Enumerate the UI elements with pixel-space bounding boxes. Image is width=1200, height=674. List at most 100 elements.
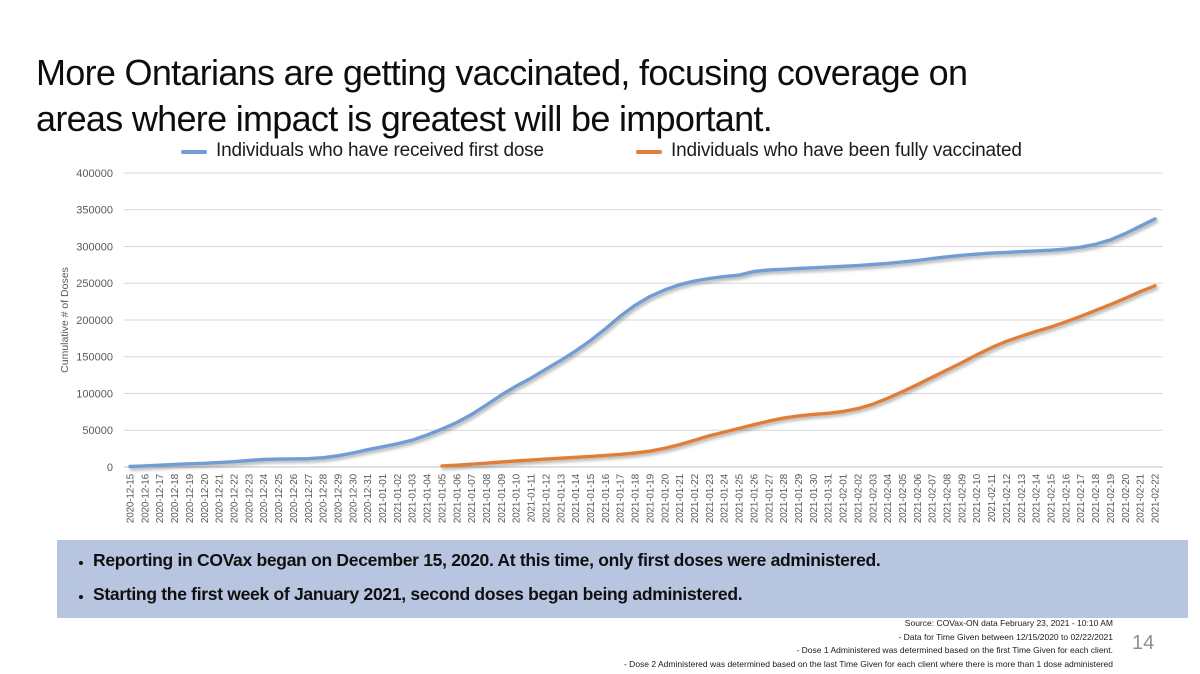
x-tick-label: 2021-02-01 <box>839 473 850 523</box>
x-tick-label: 2021-01-05 <box>437 473 448 523</box>
vaccination-line-chart: 0 50000 100000 150000 200000 250000 300000 3500… <box>59 168 1163 523</box>
x-tick-label: 2021-01-29 <box>794 473 805 523</box>
x-tick-label: 2021-02-15 <box>1047 473 1058 523</box>
legend-item-first-dose: Individuals who have received first dose <box>181 138 544 164</box>
x-tick-label: 2020-12-25 <box>274 473 285 523</box>
y-tick-label: 350000 <box>76 205 113 217</box>
x-tick-label: 2021-02-09 <box>957 473 968 523</box>
legend-label-fully-vaccinated: Individuals who have been fully vaccinat… <box>671 140 1022 161</box>
x-tick-label: 2021-01-17 <box>616 473 627 523</box>
gridlines <box>124 172 1163 468</box>
x-tick-label: 2021-02-13 <box>1017 473 1028 523</box>
source-block: Source: COVax-ON data February 23, 2021 … <box>624 617 1113 671</box>
chart-legend: Individuals who have received first dose… <box>0 138 1200 164</box>
x-tick-label: 2020-12-21 <box>215 473 226 523</box>
x-tick-label: 2020-12-26 <box>289 473 300 523</box>
x-tick-label: 2021-01-04 <box>423 473 434 523</box>
x-tick-label: 2020-12-31 <box>363 473 374 523</box>
x-tick-label: 2021-01-07 <box>467 473 478 523</box>
legend-label-first-dose: Individuals who have received first dose <box>216 140 544 161</box>
x-tick-label: 2021-01-24 <box>720 473 731 523</box>
source-line-1: Source: COVax-ON data February 23, 2021 … <box>904 618 1113 628</box>
x-tick-label: 2021-01-22 <box>690 473 701 523</box>
y-tick-label: 400000 <box>76 168 113 180</box>
x-tick-label: 2020-12-30 <box>348 473 359 523</box>
x-tick-label: 2021-02-18 <box>1091 473 1102 523</box>
x-tick-label: 2021-01-09 <box>497 473 508 523</box>
x-tick-label: 2021-01-12 <box>541 473 552 523</box>
x-tick-label: 2020-12-29 <box>333 473 344 523</box>
x-tick-label: 2021-01-23 <box>705 473 716 523</box>
x-tick-label: 2021-02-17 <box>1076 473 1087 523</box>
x-tick-label: 2021-01-14 <box>571 473 582 523</box>
x-tick-label: 2021-02-16 <box>1061 473 1072 523</box>
x-tick-label: 2021-02-03 <box>868 473 879 523</box>
x-tick-label: 2020-12-15 <box>126 473 137 523</box>
x-tick-label: 2021-02-12 <box>1002 473 1013 523</box>
y-tick-label: 100000 <box>76 388 113 400</box>
x-tick-label: 2021-01-21 <box>675 473 686 523</box>
x-tick-label: 2021-01-01 <box>378 473 389 523</box>
note-bullet-1: Reporting in COVax began on December 15,… <box>93 550 1188 572</box>
source-line-2: - Data for Time Given between 12/15/2020… <box>898 631 1113 642</box>
y-tick-label: 200000 <box>76 315 113 327</box>
x-tick-label: 2020-12-18 <box>170 473 181 523</box>
x-tick-label: 2021-02-07 <box>928 473 939 523</box>
slide-title: More Ontarians are getting vaccinated, f… <box>36 50 1166 142</box>
x-tick-label: 2021-02-05 <box>898 473 909 523</box>
series-line-fully-vaccinated <box>440 284 1157 468</box>
x-tick-label: 2021-02-04 <box>883 473 894 523</box>
x-tick-label: 2020-12-19 <box>185 473 196 523</box>
slide-title-line2: areas where impact is greatest will be i… <box>36 98 773 140</box>
x-tick-label: 2021-02-08 <box>943 473 954 523</box>
notes-box: Reporting in COVax began on December 15,… <box>57 540 1188 618</box>
x-tick-label: 2021-01-27 <box>764 473 775 523</box>
x-tick-label: 2020-12-24 <box>259 473 270 523</box>
x-tick-label: 2021-02-02 <box>853 473 864 523</box>
x-tick-label: 2021-01-25 <box>735 473 746 523</box>
x-tick-label: 2021-01-30 <box>809 473 820 523</box>
source-line-3: - Dose 1 Administered was determined bas… <box>796 645 1113 656</box>
x-tick-label: 2020-12-27 <box>304 473 315 523</box>
x-tick-label: 2021-01-20 <box>660 473 671 523</box>
x-tick-label: 2021-01-06 <box>452 473 463 523</box>
y-axis-title: Cumulative # of Doses <box>59 267 71 373</box>
x-axis-labels: 2020-12-15 2020-12-16 2020-12-17 2020-12-18… <box>126 473 1162 523</box>
x-tick-label: 2021-01-31 <box>824 473 835 523</box>
x-tick-label: 2020-12-16 <box>140 473 151 523</box>
y-tick-label: 50000 <box>82 425 113 437</box>
x-tick-label: 2021-02-10 <box>972 473 983 523</box>
x-tick-label: 2021-01-10 <box>512 473 523 523</box>
x-tick-label: 2021-01-11 <box>527 473 538 522</box>
x-tick-label: 2021-01-28 <box>779 473 790 523</box>
x-tick-label: 2021-01-19 <box>645 473 656 523</box>
x-tick-label: 2021-01-13 <box>556 473 567 523</box>
x-tick-label: 2021-02-22 <box>1151 473 1162 523</box>
slide-title-line1: More Ontarians are getting vaccinated, f… <box>36 52 968 94</box>
x-tick-label: 2020-12-28 <box>319 473 330 523</box>
y-axis-ticks: 0 50000 100000 150000 200000 250000 300000 3500… <box>76 168 113 474</box>
x-tick-label: 2020-12-23 <box>244 473 255 523</box>
notes-list: Reporting in COVax began on December 15,… <box>57 550 1188 606</box>
note-bullet-2: Starting the first week of January 2021,… <box>93 584 1188 606</box>
page-number: 14 <box>1132 632 1155 654</box>
x-tick-label: 2021-02-20 <box>1121 473 1132 523</box>
legend-line-marker-blue-icon <box>181 149 207 154</box>
legend-item-fully-vaccinated: Individuals who have been fully vaccinat… <box>636 138 1022 164</box>
x-tick-label: 2021-01-08 <box>482 473 493 523</box>
source-line-4: - Dose 2 Administered was determined bas… <box>623 658 1113 669</box>
x-tick-label: 2020-12-17 <box>155 473 166 523</box>
x-tick-label: 2021-01-16 <box>601 473 612 523</box>
x-tick-label: 2021-02-14 <box>1032 473 1043 523</box>
x-tick-label: 2020-12-20 <box>200 473 211 523</box>
series-line-first-dose <box>128 217 1157 469</box>
x-tick-label: 2021-02-19 <box>1106 473 1117 523</box>
x-tick-label: 2021-01-15 <box>586 473 597 523</box>
legend-line-marker-orange-icon <box>636 149 662 154</box>
y-tick-label: 0 <box>107 462 113 474</box>
y-tick-label: 250000 <box>76 278 113 290</box>
y-tick-label: 150000 <box>76 352 113 364</box>
x-tick-label: 2021-01-02 <box>393 473 404 523</box>
x-tick-label: 2021-02-21 <box>1136 473 1147 523</box>
